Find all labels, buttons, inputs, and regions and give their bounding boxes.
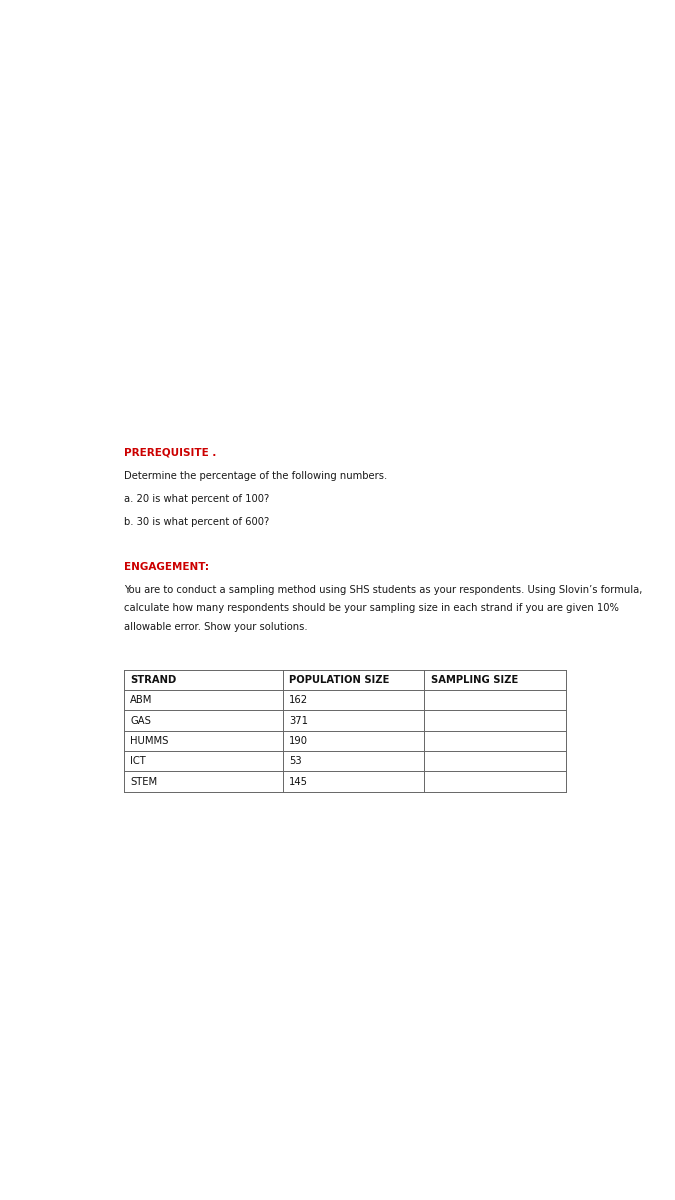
Text: b. 30 is what percent of 600?: b. 30 is what percent of 600? <box>124 517 269 527</box>
Text: You are to conduct a sampling method using SHS students as your respondents. Usi: You are to conduct a sampling method usi… <box>124 584 643 595</box>
Text: ICT: ICT <box>130 756 146 767</box>
Text: 371: 371 <box>290 715 308 726</box>
Text: GAS: GAS <box>130 715 151 726</box>
Text: 145: 145 <box>290 776 308 786</box>
Text: 162: 162 <box>290 695 308 706</box>
Text: 190: 190 <box>290 736 308 746</box>
Text: ENGAGEMENT:: ENGAGEMENT: <box>124 562 209 571</box>
Text: HUMMS: HUMMS <box>130 736 169 746</box>
Text: a. 20 is what percent of 100?: a. 20 is what percent of 100? <box>124 494 269 504</box>
Text: STRAND: STRAND <box>130 674 177 685</box>
Text: ABM: ABM <box>130 695 153 706</box>
Text: STEM: STEM <box>130 776 157 786</box>
Text: POPULATION SIZE: POPULATION SIZE <box>290 674 389 685</box>
Text: PREREQUISITE .: PREREQUISITE . <box>124 448 217 457</box>
Text: allowable error. Show your solutions.: allowable error. Show your solutions. <box>124 622 308 631</box>
Text: calculate how many respondents should be your sampling size in each strand if yo: calculate how many respondents should be… <box>124 604 619 613</box>
Text: Determine the percentage of the following numbers.: Determine the percentage of the followin… <box>124 472 387 481</box>
Text: 53: 53 <box>290 756 302 767</box>
Text: SAMPLING SIZE: SAMPLING SIZE <box>431 674 518 685</box>
